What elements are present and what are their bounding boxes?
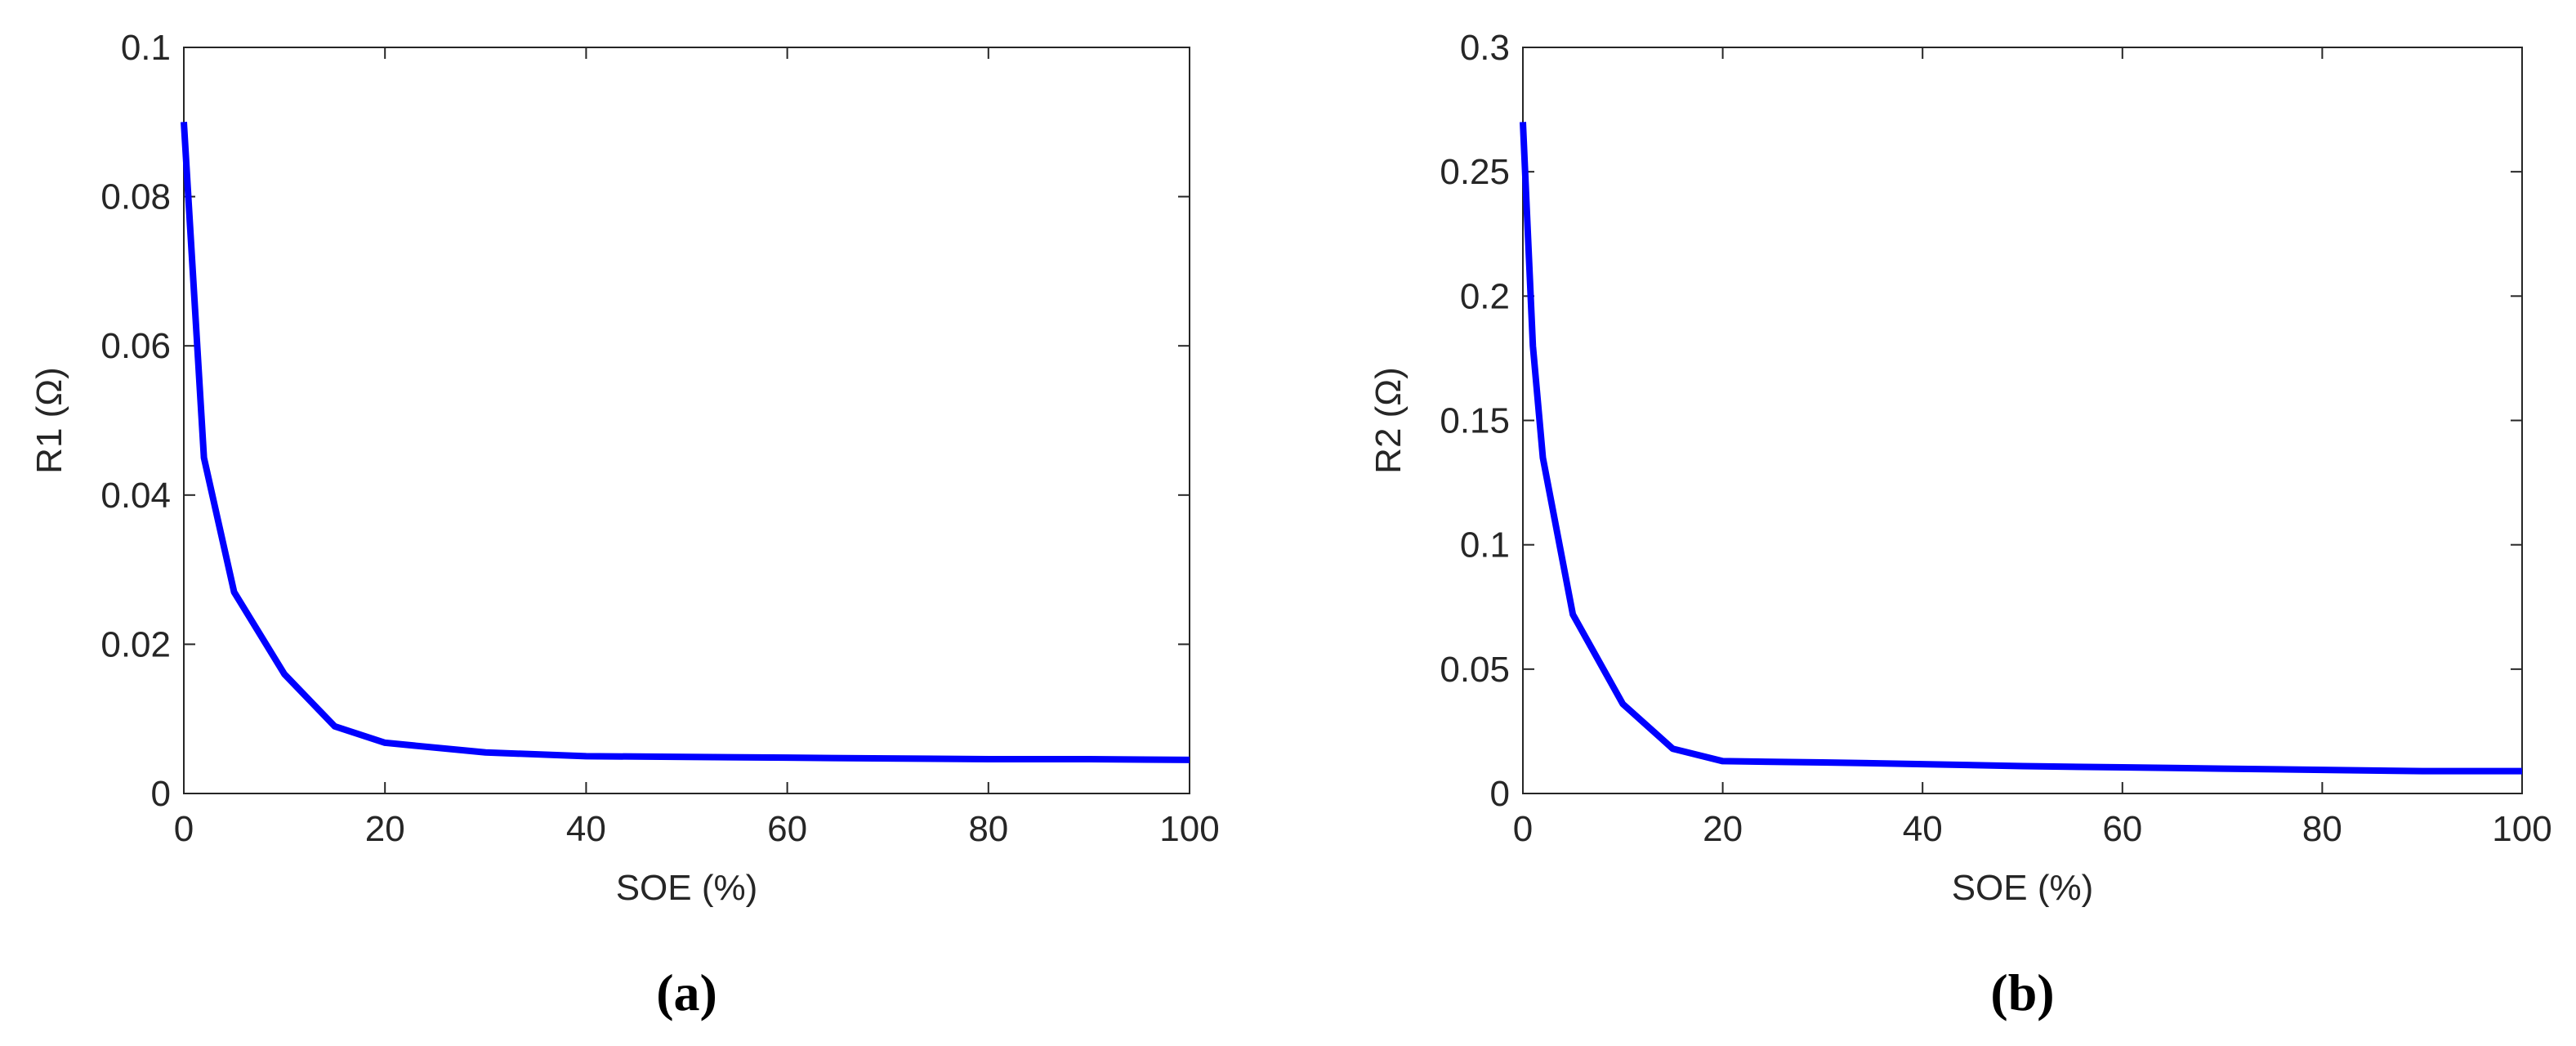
x-tick-label: 40 bbox=[1903, 809, 1943, 849]
x-tick-label: 100 bbox=[2492, 809, 2551, 849]
y-tick-label: 0.1 bbox=[1460, 525, 1510, 565]
y-axis-label: R1 (Ω) bbox=[29, 367, 69, 474]
caption: (a) bbox=[656, 963, 717, 1021]
y-tick-label: 0.02 bbox=[100, 624, 171, 664]
y-tick-label: 0.3 bbox=[1460, 28, 1510, 68]
x-tick-label: 100 bbox=[1159, 809, 1219, 849]
y-tick-label: 0.06 bbox=[100, 326, 171, 366]
x-tick-label: 0 bbox=[1513, 809, 1533, 849]
series-line bbox=[1520, 122, 2522, 775]
caption: (b) bbox=[1990, 963, 2054, 1021]
y-tick-label: 0.15 bbox=[1440, 401, 1510, 441]
x-axis-label: SOE (%) bbox=[1952, 868, 2094, 908]
x-tick-label: 20 bbox=[1703, 809, 1743, 849]
x-tick-label: 0 bbox=[174, 809, 194, 849]
axes-box bbox=[1522, 47, 2523, 794]
y-tick-label: 0.05 bbox=[1440, 650, 1510, 690]
y-axis-label: R2 (Ω) bbox=[1368, 367, 1409, 474]
x-tick-label: 80 bbox=[2302, 809, 2342, 849]
y-tick-label: 0.1 bbox=[121, 28, 171, 68]
x-tick-label: 60 bbox=[2102, 809, 2142, 849]
x-tick-label: 80 bbox=[968, 809, 1008, 849]
y-tick-label: 0.08 bbox=[100, 177, 171, 217]
y-tick-label: 0.2 bbox=[1460, 276, 1510, 316]
y-tick-label: 0 bbox=[1490, 774, 1510, 814]
x-tick-label: 20 bbox=[365, 809, 405, 849]
y-tick-label: 0 bbox=[151, 774, 171, 814]
y-tick-label: 0.25 bbox=[1440, 152, 1510, 192]
series-line bbox=[181, 122, 1190, 763]
x-tick-label: 40 bbox=[566, 809, 606, 849]
x-tick-label: 60 bbox=[767, 809, 807, 849]
y-tick-label: 0.04 bbox=[100, 476, 171, 516]
x-axis-label: SOE (%) bbox=[616, 868, 758, 908]
axes-box bbox=[183, 47, 1190, 794]
